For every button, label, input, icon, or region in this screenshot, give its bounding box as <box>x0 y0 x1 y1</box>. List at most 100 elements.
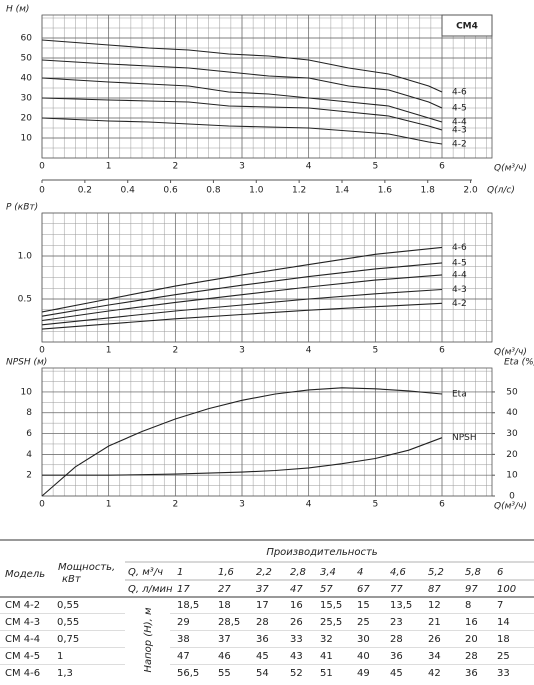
y-tick-label: 30 <box>21 94 33 104</box>
head-value: 25 <box>357 617 370 628</box>
x-axis-label: Q(м³/ч) <box>494 164 527 174</box>
head-value: 43 <box>290 651 303 662</box>
x2-tick-label: 0 <box>39 186 45 196</box>
x-tick-label: 5 <box>372 346 378 356</box>
y-tick-label: 40 <box>21 74 33 84</box>
q-lmin: 77 <box>390 584 403 595</box>
series-line <box>41 59 443 109</box>
q-m3h: 2,8 <box>290 567 306 578</box>
y-tick-label: 50 <box>21 54 33 64</box>
series-line <box>41 262 443 317</box>
y-tick-label: 1.0 <box>18 252 33 262</box>
series-line <box>41 302 443 330</box>
series-label: Eta <box>452 390 467 400</box>
y2-tick-label: 30 <box>506 429 518 439</box>
head-value: 13,5 <box>390 600 412 611</box>
y2-axis-label: Eta (%) <box>504 358 534 368</box>
x2-tick-label: 0.6 <box>163 186 178 196</box>
head-value: 45 <box>256 651 269 662</box>
head-value: 18 <box>497 634 510 645</box>
x-tick-label: 1 <box>106 162 112 172</box>
series-line <box>41 274 443 322</box>
head-value: 33 <box>290 634 303 645</box>
model-name: CM 4-4 <box>5 634 40 645</box>
x-tick-label: 0 <box>39 500 45 510</box>
head-value: 26 <box>290 617 303 628</box>
q-lmin: 97 <box>465 584 478 595</box>
series-label: 4-4 <box>452 118 467 128</box>
head-value: 25 <box>497 651 510 662</box>
q-m3h: 3,4 <box>320 567 336 578</box>
x-tick-label: 2 <box>172 162 178 172</box>
model-label: CM4 <box>456 22 478 32</box>
x-tick-label: 6 <box>439 346 445 356</box>
head-value: 15,5 <box>320 600 342 611</box>
head-value: 46 <box>218 651 231 662</box>
x2-tick-label: 1.2 <box>292 186 306 196</box>
model-name: CM 4-3 <box>5 617 40 628</box>
x-tick-label: 4 <box>306 500 312 510</box>
y-axis-label: P (кВт) <box>6 203 38 213</box>
series-label: 4-2 <box>452 140 467 150</box>
head-value: 28 <box>256 617 269 628</box>
head-value: 28 <box>465 651 478 662</box>
x2-tick-label: 2.0 <box>463 186 478 196</box>
x2-tick-label: 1.6 <box>378 186 393 196</box>
table-header: Мощность, <box>58 562 115 573</box>
x-tick-label: 0 <box>39 162 45 172</box>
q-m3h: 1 <box>177 567 183 578</box>
head-value: 8 <box>465 600 471 611</box>
table-header: Модель <box>5 569 45 580</box>
q-m3h: 1,6 <box>218 567 234 578</box>
head-value: 28,5 <box>218 617 240 628</box>
series-line <box>42 437 443 476</box>
y2-tick-label: 10 <box>506 471 518 481</box>
plot-frame <box>41 367 493 497</box>
x-tick-label: 1 <box>106 346 112 356</box>
head-value: 26 <box>428 634 441 645</box>
x2-tick-label: 1.0 <box>249 186 264 196</box>
y2-tick-label: 40 <box>506 408 518 418</box>
series-line <box>41 77 443 123</box>
x-tick-label: 3 <box>239 500 245 510</box>
head-value: 18 <box>218 600 231 611</box>
series-label: 4-3 <box>452 285 467 295</box>
head-value: 32 <box>320 634 333 645</box>
q-lmin: 67 <box>357 584 370 595</box>
y-tick-label: 2 <box>26 471 32 481</box>
plot-frame <box>41 14 493 159</box>
head-value: 23 <box>390 617 403 628</box>
y-tick-label: 60 <box>21 34 33 44</box>
head-value: 54 <box>256 668 269 679</box>
series-line <box>41 97 443 131</box>
x2-tick-label: 0.2 <box>78 186 92 196</box>
y2-tick-label: 0 <box>509 492 515 502</box>
series-label: 4-2 <box>452 299 467 309</box>
power-value: 1,3 <box>57 668 73 679</box>
q-m3h: 4 <box>357 567 363 578</box>
head-value: 42 <box>428 668 441 679</box>
series-label: 4-5 <box>452 258 467 268</box>
head-value: 51 <box>320 668 333 679</box>
head-value: 30 <box>357 634 370 645</box>
head-value: 49 <box>357 668 370 679</box>
head-value: 29 <box>177 617 190 628</box>
model-name: CM 4-2 <box>5 600 40 611</box>
x-tick-label: 6 <box>439 162 445 172</box>
series-line <box>41 288 443 326</box>
head-value: 21 <box>428 617 441 628</box>
y-tick-label: 10 <box>21 387 33 397</box>
head-value: 38 <box>177 634 190 645</box>
y2-tick-label: 50 <box>506 387 518 397</box>
power-value: 1 <box>57 651 63 662</box>
head-value: 7 <box>497 600 503 611</box>
head-value: 56,5 <box>177 668 199 679</box>
head-value: 36 <box>465 668 478 679</box>
power-value: 0,55 <box>57 600 79 611</box>
table-header: Q, м³/ч <box>128 567 163 578</box>
y-tick-label: 8 <box>26 408 32 418</box>
head-label: Напор (H), м <box>143 607 154 673</box>
head-value: 14 <box>497 617 510 628</box>
head-value: 25,5 <box>320 617 342 628</box>
x-tick-label: 2 <box>172 346 178 356</box>
